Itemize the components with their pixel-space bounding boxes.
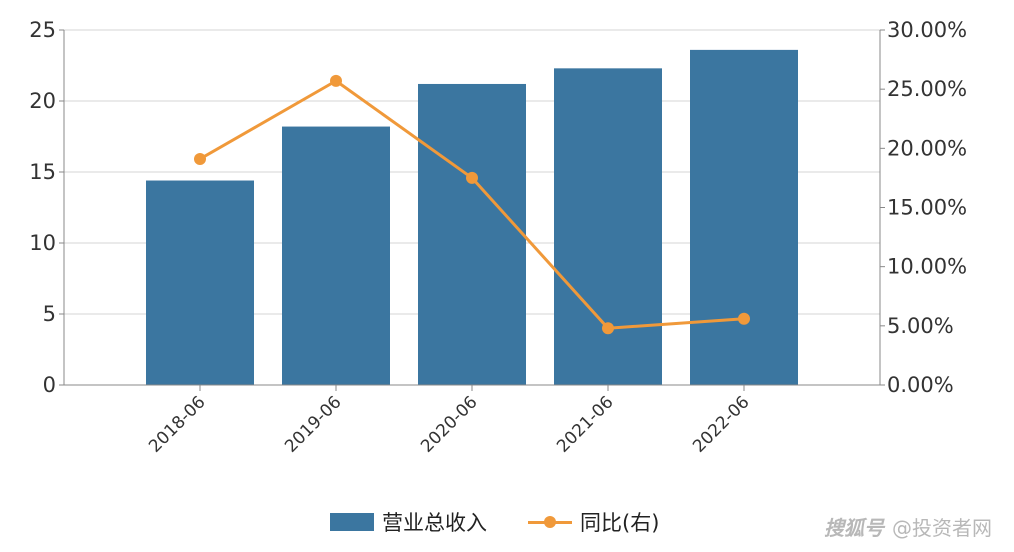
x-axis-tick-label: 2022-06 [689, 392, 753, 456]
line-series [194, 74, 750, 335]
left-axis-tick-label: 20 [29, 89, 56, 113]
right-axis-tick-label: 10.00% [887, 255, 967, 279]
right-axis-tick-label: 5.00% [887, 314, 954, 338]
bar [690, 49, 798, 385]
left-axis-tick-label: 10 [29, 231, 56, 255]
left-axis-tick-label: 0 [43, 373, 56, 397]
legend-swatch-line [528, 513, 572, 531]
legend: 营业总收入 同比(右) [0, 506, 1014, 538]
right-axis-tick-label: 30.00% [887, 18, 967, 42]
right-axis-tick-label: 15.00% [887, 196, 967, 220]
yoy-point [330, 74, 342, 87]
x-axis-tick-label: 2019-06 [281, 392, 345, 456]
x-axis-tick-label: 2018-06 [145, 392, 209, 456]
right-axis-tick-label: 20.00% [887, 136, 967, 160]
bar [146, 180, 254, 385]
legend-label-line: 同比(右) [580, 511, 660, 535]
watermark-text: @投资者网 [892, 516, 992, 540]
x-axis-tick-label: 2021-06 [553, 392, 617, 456]
left-axis-tick-label: 15 [29, 160, 56, 184]
bar [554, 68, 662, 385]
right-axis-tick-label: 0.00% [887, 373, 954, 397]
watermark: 搜狐号 @投资者网 [824, 512, 992, 541]
bar [418, 83, 526, 386]
axes [59, 29, 885, 391]
bar [282, 126, 390, 385]
combo-chart: 0 5 10 15 20 25 0.00% 5.00% 10.00% 15.00% 20.00% 2… [29, 18, 967, 457]
yoy-point [602, 322, 614, 335]
watermark-logo: 搜狐号 [824, 516, 884, 540]
yoy-point [466, 171, 478, 184]
yoy-point [194, 152, 206, 165]
left-axis-tick-label: 25 [29, 18, 56, 42]
left-axis-tick-labels: 0 5 10 15 20 25 [29, 18, 56, 397]
bar-series [146, 49, 798, 386]
left-axis-tick-label: 5 [43, 302, 56, 326]
legend-item-line[interactable]: 同比(右) [528, 506, 659, 538]
legend-label-bar: 营业总收入 [382, 511, 487, 535]
legend-item-bar[interactable]: 营业总收入 [330, 506, 487, 538]
right-axis-tick-labels: 0.00% 5.00% 10.00% 15.00% 20.00% 25.00% 30.00% [887, 18, 967, 397]
x-axis-tick-labels: 2018-06 2019-06 2020-06 2021-06 2022-06 [145, 392, 753, 456]
legend-swatch-bar [330, 513, 374, 531]
right-axis-tick-label: 25.00% [887, 77, 967, 101]
yoy-point [738, 312, 750, 325]
x-axis-tick-label: 2020-06 [417, 392, 481, 456]
